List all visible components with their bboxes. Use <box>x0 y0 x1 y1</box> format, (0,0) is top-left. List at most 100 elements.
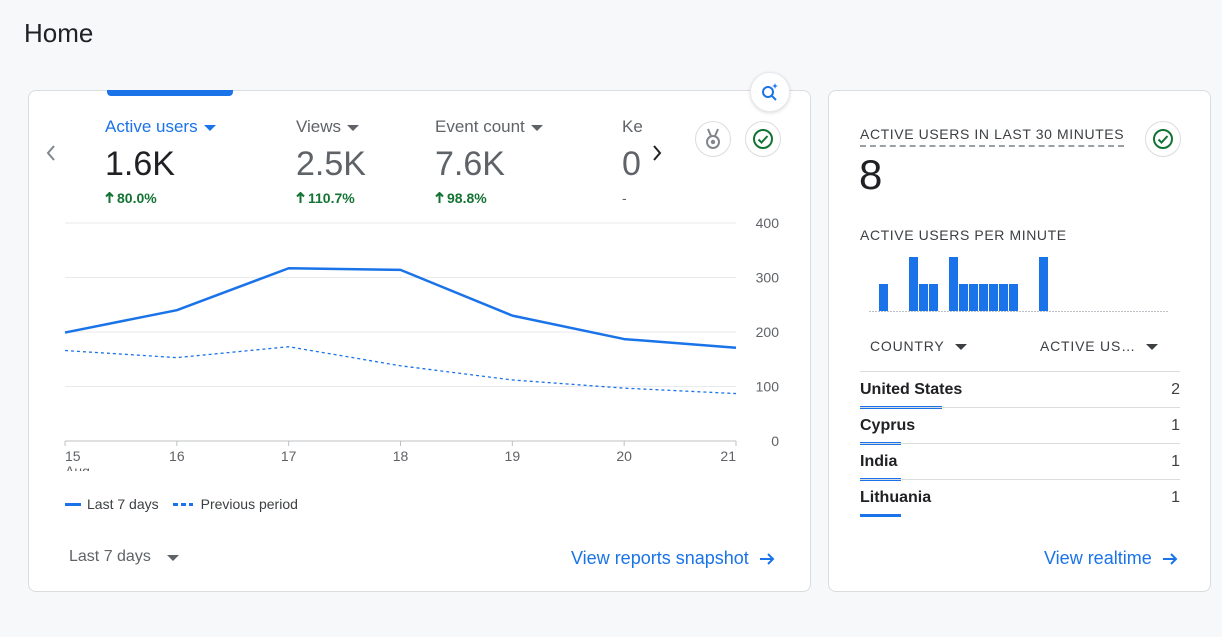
minute-bar[interactable] <box>949 257 958 311</box>
table-row: Lithuania 1 <box>860 479 1180 517</box>
metric-value: 7.6K <box>435 145 505 183</box>
metric-label: Event count <box>435 117 525 136</box>
realtime-card: ACTIVE USERS IN LAST 30 MINUTES 8 ACTIVE… <box>828 90 1211 592</box>
check-circle-icon <box>753 129 773 149</box>
metric-tab-key-events[interactable]: Ke 0 - <box>622 117 643 206</box>
arrow-up-icon <box>435 192 444 203</box>
table-row: United States 2 <box>860 371 1180 409</box>
chevron-left-icon <box>46 145 55 161</box>
table-row: Cyprus 1 <box>860 407 1180 445</box>
minute-bar[interactable] <box>979 284 988 311</box>
y-tick-label: 0 <box>771 433 779 449</box>
country-name: Lithuania <box>860 488 932 506</box>
arrow-up-icon <box>296 192 305 203</box>
realtime-data-quality-button[interactable] <box>1145 121 1181 157</box>
metric-change: 110.7% <box>296 190 366 206</box>
caret-down-icon[interactable] <box>347 125 360 131</box>
minute-bar[interactable] <box>1039 257 1048 311</box>
search-sparkle-icon <box>762 83 778 101</box>
country-name: United States <box>860 380 963 398</box>
metric-tabs: Active users 1.6K 80.0% Views 2.5K 110.7… <box>105 117 661 217</box>
metric-label: Views <box>296 117 342 136</box>
view-realtime-link[interactable]: View realtime <box>1044 548 1178 569</box>
check-circle-icon <box>1153 129 1173 149</box>
next-metrics-button[interactable] <box>645 141 669 165</box>
active-users-column-header[interactable]: ACTIVE US… <box>1040 338 1158 354</box>
previous-metrics-button[interactable] <box>39 141 63 165</box>
country-value: 1 <box>1171 452 1180 470</box>
x-tick-label: 15 <box>65 448 81 464</box>
insights-button[interactable] <box>750 72 790 112</box>
previous-period-line <box>64 346 737 395</box>
minute-bar[interactable] <box>999 284 1008 311</box>
metric-value: 0 <box>622 145 641 183</box>
metric-change: 98.8% <box>435 190 543 206</box>
metric-change: - <box>622 190 627 206</box>
medal-icon <box>706 128 720 149</box>
country-name: Cyprus <box>860 416 916 434</box>
country-value: 1 <box>1171 416 1180 434</box>
y-tick-label: 400 <box>756 215 780 231</box>
metric-tab-event-count[interactable]: Event count 7.6K 98.8% <box>435 117 543 206</box>
minute-bar[interactable] <box>909 257 918 311</box>
per-minute-label: ACTIVE USERS PER MINUTE <box>860 227 1067 243</box>
realtime-active-users-value: 8 <box>859 151 883 198</box>
x-tick-label: 18 <box>393 448 409 464</box>
minute-bar[interactable] <box>969 284 978 311</box>
x-tick-label: 19 <box>505 448 521 464</box>
minute-bar[interactable] <box>919 284 928 311</box>
minute-bar[interactable] <box>929 284 938 311</box>
overview-card: Active users 1.6K 80.0% Views 2.5K 110.7… <box>28 90 811 592</box>
country-column-header[interactable]: COUNTRY <box>870 338 967 354</box>
y-tick-label: 200 <box>756 324 780 340</box>
x-axis-month-label: Aug <box>65 463 90 471</box>
last-7-days-line <box>64 266 737 350</box>
data-quality-button[interactable] <box>745 121 781 157</box>
active-users-line-chart: 0 100 200 300 400 15 16 17 18 19 20 21 Aug <box>64 215 780 471</box>
chart-legend: Last 7 days Previous period <box>65 496 298 512</box>
country-value: 2 <box>1171 380 1180 398</box>
caret-down-icon[interactable] <box>203 125 216 131</box>
x-tick-label: 21 <box>720 448 736 464</box>
metric-tab-active-users[interactable]: Active users 1.6K 80.0% <box>105 117 216 206</box>
date-range-dropdown[interactable]: Last 7 days <box>69 548 179 566</box>
legend-current: Last 7 days <box>87 496 159 512</box>
page-title: Home <box>24 18 94 48</box>
per-minute-bar-chart <box>869 257 1169 312</box>
caret-down-icon <box>954 344 967 350</box>
country-table: United States 2 Cyprus 1 India 1 Lithuan… <box>860 371 1180 517</box>
table-row: India 1 <box>860 443 1180 481</box>
achievement-button[interactable] <box>695 121 731 157</box>
caret-down-icon <box>1145 344 1158 350</box>
minute-bar[interactable] <box>1009 284 1018 311</box>
minute-bar[interactable] <box>989 284 998 311</box>
metric-label: Active users <box>105 117 198 136</box>
metric-value: 1.6K <box>105 145 175 183</box>
chevron-right-icon <box>653 145 662 161</box>
x-tick-label: 16 <box>169 448 185 464</box>
share-bar <box>860 514 901 517</box>
x-tick-label: 17 <box>281 448 297 464</box>
metric-value: 2.5K <box>296 145 366 183</box>
x-tick-label: 20 <box>616 448 632 464</box>
legend-swatch-solid <box>65 502 81 506</box>
y-tick-label: 100 <box>756 379 780 395</box>
minute-bar[interactable] <box>959 284 968 311</box>
legend-previous: Previous period <box>200 496 298 512</box>
date-range-label: Last 7 days <box>69 548 151 565</box>
arrow-right-icon <box>1162 552 1178 565</box>
view-reports-snapshot-link[interactable]: View reports snapshot <box>571 548 775 569</box>
caret-down-icon <box>166 555 179 561</box>
caret-down-icon[interactable] <box>530 125 543 131</box>
minute-bar[interactable] <box>879 284 888 311</box>
y-tick-label: 300 <box>756 270 780 286</box>
metric-label: Ke <box>622 117 643 136</box>
country-name: India <box>860 452 898 470</box>
metric-change: 80.0% <box>105 190 216 206</box>
legend-swatch-dashed <box>172 502 193 506</box>
realtime-title[interactable]: ACTIVE USERS IN LAST 30 MINUTES <box>860 126 1125 147</box>
arrow-right-icon <box>759 552 775 565</box>
active-tab-indicator <box>107 90 233 96</box>
metric-tab-views[interactable]: Views 2.5K 110.7% <box>296 117 366 206</box>
country-value: 1 <box>1171 488 1180 506</box>
